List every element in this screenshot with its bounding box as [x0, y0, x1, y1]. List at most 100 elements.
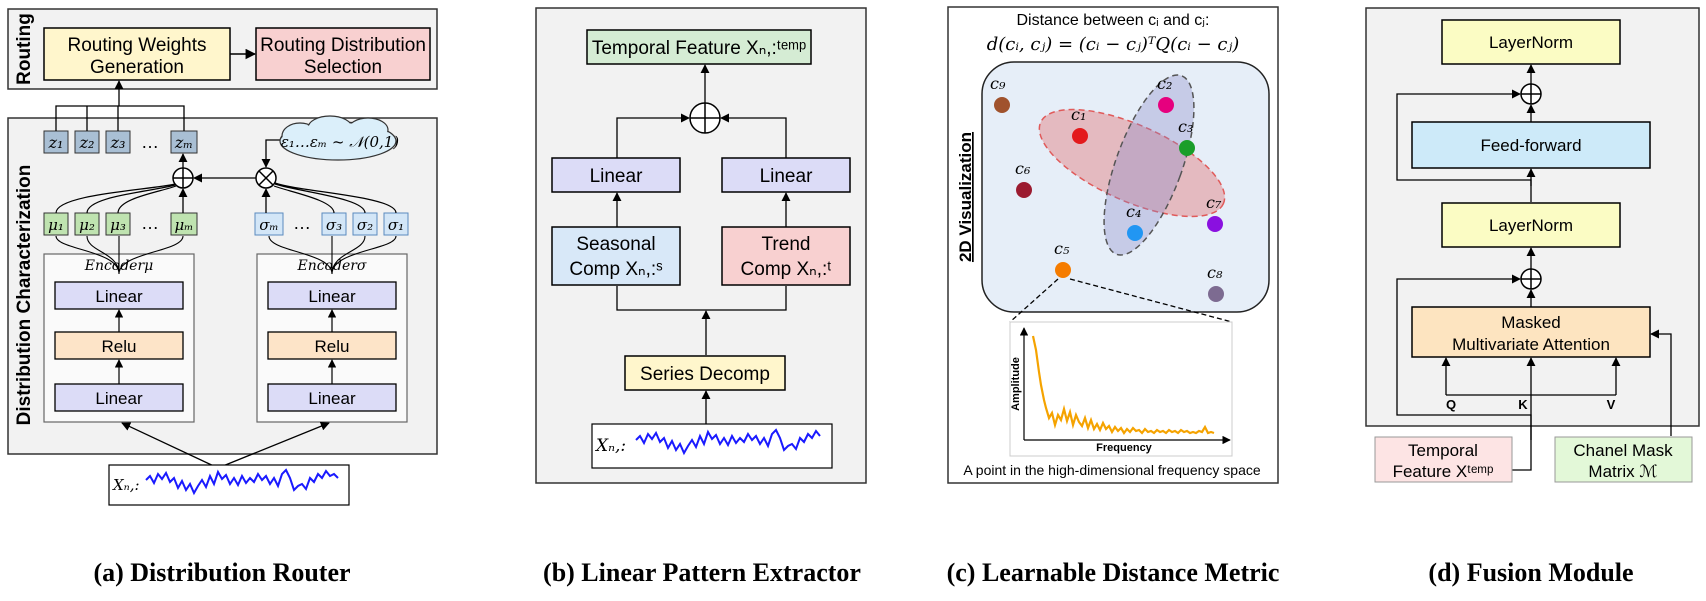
mu1-label: μ₁ — [48, 216, 64, 234]
temporal-to-k — [1512, 440, 1532, 471]
input-series-a — [145, 468, 339, 496]
point-c8: c₈ — [1207, 263, 1224, 302]
z-bracket — [55, 105, 185, 131]
caption-a: (a) Distribution Router — [93, 558, 351, 587]
point-c4-label: c₄ — [1126, 202, 1141, 221]
zM-label: zₘ — [174, 133, 193, 152]
trend-comp-box — [721, 226, 851, 286]
plus-sign — [173, 168, 193, 188]
point-c9-label: c₉ — [990, 74, 1006, 93]
attn-line1: Masked — [1501, 313, 1561, 332]
muM-label: μₘ — [175, 216, 194, 234]
trend-line1: Trend — [762, 234, 811, 255]
point-c2-label: c₂ — [1157, 74, 1172, 93]
q-label: Q — [1446, 397, 1456, 412]
sigma-row: σₘ … σ₃ σ₂ σ₁ — [254, 212, 409, 236]
routing-selection-line1: Routing Distribution — [260, 35, 426, 56]
routing-weights-line1: Routing Weights — [67, 35, 206, 56]
enc-sigma-linear-top-label: Linear — [308, 287, 356, 306]
seasonal-comp-box — [551, 226, 681, 286]
seasonal-line2: Comp Xₙ,:ˢ — [569, 259, 663, 280]
b-linear-left-label: Linear — [590, 166, 643, 187]
k-label: K — [1518, 397, 1528, 412]
b-linear-right — [721, 157, 851, 193]
mu-ellipsis: … — [141, 213, 159, 233]
routing-weights-box — [43, 27, 231, 81]
enc-mu-relu-label: Relu — [102, 337, 137, 356]
layernorm-top — [1441, 19, 1621, 65]
channel-mask-line1: Chanel Mask — [1573, 441, 1673, 460]
attn-line2: Multivariate Attention — [1452, 335, 1610, 354]
temporal-feature-input-line2: Feature Xᵗᵉᵐᵖ — [1393, 462, 1494, 481]
sigmaM-label: σₘ — [259, 216, 278, 234]
layernorm-top-label: LayerNorm — [1489, 33, 1573, 52]
right-linear-to-oplus — [720, 113, 787, 158]
temporal-feature-box — [586, 29, 812, 65]
routing-selection-line2: Selection — [304, 57, 382, 78]
distance-title: Distance between cᵢ and cⱼ: — [1017, 12, 1210, 29]
spectrum-box — [1009, 321, 1233, 457]
point-c8-label: c₈ — [1207, 263, 1223, 282]
zoom-line-right — [1069, 278, 1233, 323]
caption-d: (d) Fusion Module — [1428, 558, 1634, 587]
input-label-a: Xₙ,: — [112, 476, 140, 494]
temporal-feature-label: Temporal Feature Xₙ,:ᵗᵉᵐᵖ — [592, 38, 806, 59]
layernorm-bottom — [1441, 202, 1621, 248]
d-plus-bottom-sign — [1521, 269, 1541, 289]
d-plus-top-sign — [1521, 84, 1541, 104]
mu3-label: μ₃ — [110, 216, 126, 234]
point-c1: c₁ — [1071, 105, 1088, 144]
enc-mu-linear-top — [54, 281, 184, 310]
frequency-space-caption: A point in the high-dimensional frequenc… — [963, 462, 1261, 478]
input-box-a — [108, 464, 350, 506]
sigma-ellipsis: … — [293, 213, 311, 233]
routing-weights-line2: Generation — [90, 57, 184, 78]
mu2-label: μ₂ — [79, 216, 95, 234]
panel-c-learnable-distance-metric: Distance between cᵢ and cⱼ: d(cᵢ, cⱼ) = … — [947, 6, 1279, 484]
b-linear-right-label: Linear — [760, 166, 813, 187]
point-c9: c₉ — [990, 74, 1010, 113]
z2-label: z₂ — [79, 133, 95, 152]
embedding-space — [981, 61, 1270, 313]
enc-sigma-linear-bottom-label: Linear — [308, 389, 356, 408]
trend-line2: Comp Xₙ,:ᵗ — [741, 259, 832, 280]
mu-row: μ₁ μ₂ μ₃ … μₘ — [43, 212, 198, 236]
zoom-line-left — [1009, 278, 1059, 323]
panel-b-linear-pattern-extractor: Temporal Feature Xₙ,:ᵗᵉᵐᵖ Linear Linear … — [535, 7, 867, 484]
sigma-to-times-curves — [273, 182, 397, 214]
enc-mu-linear-bottom-label: Linear — [95, 389, 143, 408]
sigma2-label: σ₂ — [357, 216, 373, 234]
point-c5: c₅ — [1054, 239, 1071, 278]
frequency-label: Frequency — [1096, 442, 1153, 454]
enc-sigma-relu-label: Relu — [315, 337, 350, 356]
enc-sigma-linear-top — [267, 281, 397, 310]
point-c3: c₃ — [1178, 117, 1195, 156]
point-c6: c₆ — [1015, 159, 1032, 198]
input-series-b — [635, 428, 821, 456]
arrow-input-to-enc-sigma — [217, 421, 330, 469]
channel-mask-box — [1554, 436, 1693, 483]
spectrum-line — [1031, 335, 1215, 435]
caption-b: (b) Linear Pattern Extractor — [543, 558, 861, 587]
z-row: z₁ z₂ z₃ … zₘ — [43, 130, 198, 154]
distance-formula: d(cᵢ, cⱼ) = (cᵢ − cⱼ)ᵀQ(cᵢ − cⱼ) — [987, 34, 1240, 55]
distribution-side-label: Distribution Characterization — [14, 165, 35, 426]
seasonal-line1: Seasonal — [576, 234, 655, 255]
encoder-mu-fanout — [55, 235, 184, 275]
masked-attention-box — [1411, 306, 1651, 358]
series-decomp-box — [624, 355, 786, 391]
noise-cloud: ε₁…εₘ ~ 𝒩(0,1) — [279, 115, 399, 161]
point-c1-label: c₁ — [1071, 105, 1086, 124]
mask-to-attn — [1650, 329, 1672, 436]
arrow-input-to-enc-mu — [121, 422, 219, 469]
input-label-b: Xₙ,: — [594, 436, 626, 456]
v-label: V — [1607, 397, 1616, 412]
point-c2: c₂ — [1157, 74, 1174, 113]
input-box-b — [591, 423, 833, 469]
point-c4: c₄ — [1126, 202, 1143, 241]
point-c7: c₇ — [1206, 193, 1223, 232]
mu-to-plus-curves — [55, 183, 177, 214]
sigmaM-box — [254, 212, 284, 236]
panel-d-fusion-module: LayerNorm Feed-forward LayerNorm Masked … — [1365, 7, 1700, 483]
enc-mu-linear-top-label: Linear — [95, 287, 143, 306]
